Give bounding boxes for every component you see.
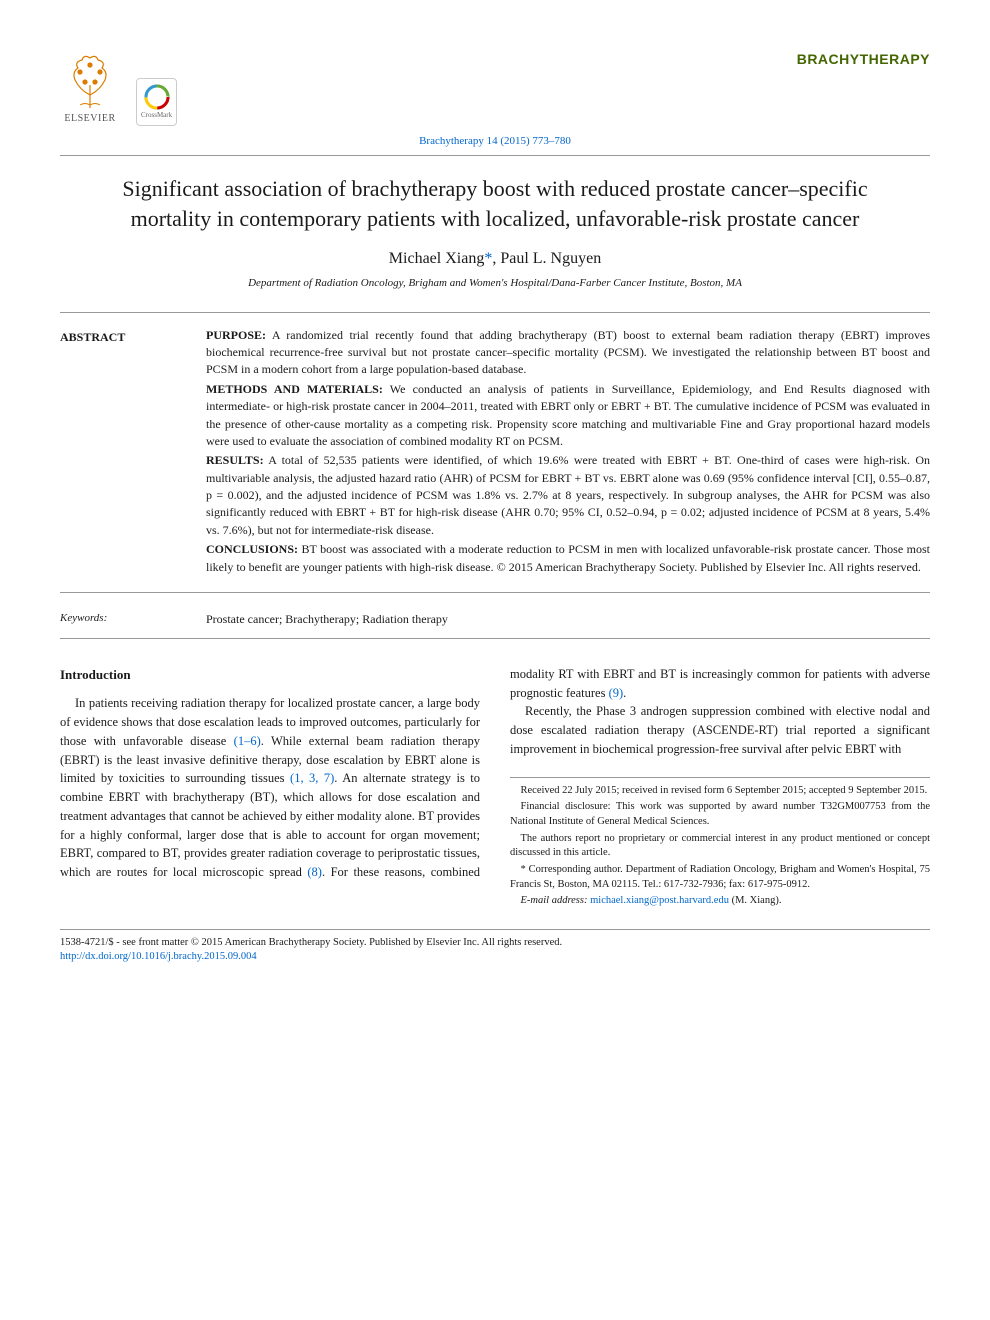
keywords-row: Keywords: Prostate cancer; Brachytherapy… [60,603,930,639]
footnote-corresponding: * Corresponding author. Department of Ra… [510,863,930,892]
header-bar: ELSEVIER CrossMark BRACHYTHERAPY [60,50,930,126]
keywords-label: Keywords: [60,611,170,628]
intro-heading: Introduction [60,665,480,685]
copyright-line: 1538-4721/$ - see front matter © 2015 Am… [60,936,930,950]
methods-label: METHODS AND MATERIALS: [206,382,383,396]
email-suffix: (M. Xiang). [729,895,782,906]
conclusions-text: BT boost was associated with a moderate … [206,542,930,573]
author-1: Michael Xiang [389,250,485,267]
abstract-conclusions: CONCLUSIONS: BT boost was associated wit… [206,541,930,576]
abstract-results: RESULTS: A total of 52,535 patients were… [206,452,930,539]
abstract-block: ABSTRACT PURPOSE: A randomized trial rec… [60,312,930,593]
purpose-label: PURPOSE: [206,328,266,342]
crossmark-icon [143,83,171,111]
footer-note: 1538-4721/$ - see front matter © 2015 Am… [60,936,930,963]
intro-p2: Recently, the Phase 3 androgen suppressi… [510,702,930,758]
ref-link-1[interactable]: (1–6) [234,734,261,748]
abstract-methods: METHODS AND MATERIALS: We conducted an a… [206,381,930,451]
footnote-funding: Financial disclosure: This work was supp… [510,800,930,829]
results-label: RESULTS: [206,453,264,467]
p1-e: . [623,686,626,700]
elsevier-logo: ELSEVIER [60,50,120,126]
citation-line: Brachytherapy 14 (2015) 773–780 [60,134,930,149]
journal-brand: BRACHYTHERAPY [797,50,930,70]
footnote-coi: The authors report no proprietary or com… [510,832,930,861]
crossmark-badge[interactable]: CrossMark [136,78,177,126]
header-rule [60,155,930,156]
footer-rule [60,929,930,930]
citation-link[interactable]: Brachytherapy 14 (2015) 773–780 [419,135,571,147]
footnote-email: E-mail address: michael.xiang@post.harva… [510,894,930,909]
authors: Michael Xiang*, Paul L. Nguyen [60,248,930,270]
conclusions-label: CONCLUSIONS: [206,542,298,556]
author-2: , Paul L. Nguyen [492,250,601,267]
email-link[interactable]: michael.xiang@post.harvard.edu [590,895,729,906]
crossmark-label: CrossMark [141,111,172,121]
abstract-purpose: PURPOSE: A randomized trial recently fou… [206,327,930,379]
email-label: E-mail address: [521,895,591,906]
footnote-received: Received 22 July 2015; received in revis… [510,784,930,799]
p1-c: . An alternate strategy is to combine EB… [60,771,480,879]
ref-link-4[interactable]: (9) [609,686,624,700]
elsevier-tree-icon [60,50,120,110]
publisher-name: ELSEVIER [64,112,115,126]
ref-link-3[interactable]: (8) [307,865,322,879]
footnotes: Received 22 July 2015; received in revis… [510,777,930,910]
results-text: A total of 52,535 patients were identifi… [206,453,930,537]
affiliation: Department of Radiation Oncology, Brigha… [60,276,930,291]
abstract-body: PURPOSE: A randomized trial recently fou… [206,327,930,578]
body-columns: Introduction In patients receiving radia… [60,665,930,909]
abstract-label: ABSTRACT [60,327,170,578]
header-left: ELSEVIER CrossMark [60,50,177,126]
keywords-text: Prostate cancer; Brachytherapy; Radiatio… [206,611,448,628]
ref-link-2[interactable]: (1, 3, 7) [290,771,334,785]
doi-link[interactable]: http://dx.doi.org/10.1016/j.brachy.2015.… [60,951,257,962]
purpose-text: A randomized trial recently found that a… [206,328,930,377]
p2-a: Recently, the Phase 3 androgen suppressi… [510,704,930,756]
article-title: Significant association of brachytherapy… [90,174,900,233]
